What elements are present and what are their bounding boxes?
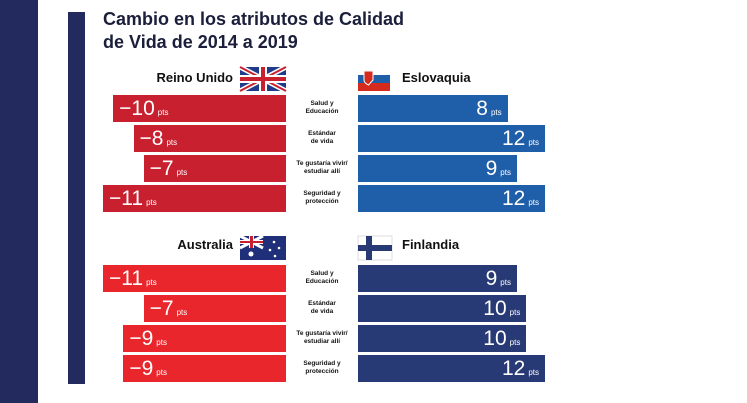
value-label: −10 [119, 97, 155, 120]
value-unit: pts [156, 338, 167, 347]
value-label-group: 12 pts [502, 355, 539, 386]
value-label-group: −10 pts [119, 95, 168, 126]
value-unit: pts [156, 368, 167, 377]
value-unit: pts [528, 138, 539, 147]
legend-label: Eslovaquia [402, 70, 471, 85]
legend-label: Finlandia [402, 237, 460, 252]
value-label-group: −9 pts [129, 325, 167, 356]
category-label: Estándar de vida [308, 300, 336, 315]
legend-label: Reino Unido [156, 70, 233, 85]
value-label: −11 [109, 187, 144, 210]
category-label: Te gustaría vivir/ estudiar allí [296, 330, 348, 345]
bar [123, 325, 286, 352]
legend-label: Australia [177, 237, 233, 252]
value-label-group: 12 pts [502, 125, 539, 156]
value-unit: pts [490, 108, 502, 117]
value-label: −7 [149, 297, 174, 320]
category-label: Te gustaría vivir/ estudiar allí [296, 160, 348, 175]
value-label: 9 [485, 157, 498, 180]
flag-slovakia [358, 67, 390, 91]
value-label-group: −11 pts [109, 185, 157, 216]
value-label-group: −7 pts [150, 155, 188, 186]
side-stripe [0, 0, 38, 403]
value-label: 12 [501, 127, 526, 150]
value-label-group: 9 pts [486, 265, 511, 296]
value-label: −11 [109, 267, 144, 290]
bar [358, 95, 508, 122]
value-unit: pts [509, 338, 521, 347]
category-label: Seguridad y protección [303, 190, 341, 205]
value-label: 10 [483, 327, 507, 350]
value-unit: pts [500, 168, 511, 177]
chart-title: Cambio en los atributos de Calidad de Vi… [103, 9, 405, 52]
value-label-group: −8 pts [140, 125, 178, 156]
value-unit: pts [528, 198, 539, 207]
bar [358, 355, 545, 382]
category-label: Salud y Educación [305, 100, 339, 115]
bar [358, 155, 517, 182]
value-label-group: −11 pts [109, 265, 157, 296]
bar [113, 95, 286, 122]
flag-finland [357, 235, 393, 261]
bar [143, 295, 286, 322]
value-label: 12 [501, 357, 526, 380]
bar [358, 295, 527, 322]
value-label-group: 12 pts [502, 185, 539, 216]
value-label: 9 [485, 267, 498, 290]
bar [358, 265, 517, 292]
value-unit: pts [146, 198, 157, 207]
value-label: 12 [501, 187, 526, 210]
value-label-group: −9 pts [129, 355, 167, 386]
bar [358, 125, 545, 152]
bar [358, 185, 545, 212]
value-label-group: 9 pts [486, 155, 511, 186]
bar [358, 325, 527, 352]
value-unit: pts [500, 278, 511, 287]
value-label-group: 10 pts [483, 325, 520, 356]
value-label-group: −7 pts [150, 295, 188, 326]
bar [123, 355, 286, 382]
bar [133, 125, 286, 152]
flag-australia [239, 234, 286, 260]
bar [143, 155, 286, 182]
category-label: Estándar de vida [308, 130, 336, 145]
value-unit: pts [166, 138, 178, 147]
value-label: −9 [129, 357, 154, 380]
flag-uk [238, 64, 288, 94]
value-label: −8 [139, 127, 164, 150]
value-label: 10 [483, 297, 507, 320]
value-label: −9 [129, 327, 154, 350]
value-unit: pts [528, 368, 539, 377]
category-label: Seguridad y protección [303, 360, 341, 375]
bar [103, 265, 286, 292]
value-unit: pts [157, 108, 169, 117]
value-label-group: 10 pts [483, 295, 520, 326]
value-unit: pts [509, 308, 521, 317]
accent-stripe [68, 12, 85, 384]
value-label: −7 [149, 157, 174, 180]
bar [103, 185, 286, 212]
value-unit: pts [176, 308, 188, 317]
value-label: 8 [476, 97, 488, 120]
category-label: Salud y Educación [305, 270, 339, 285]
value-unit: pts [146, 278, 157, 287]
value-label-group: 8 pts [476, 95, 501, 126]
value-unit: pts [176, 168, 188, 177]
